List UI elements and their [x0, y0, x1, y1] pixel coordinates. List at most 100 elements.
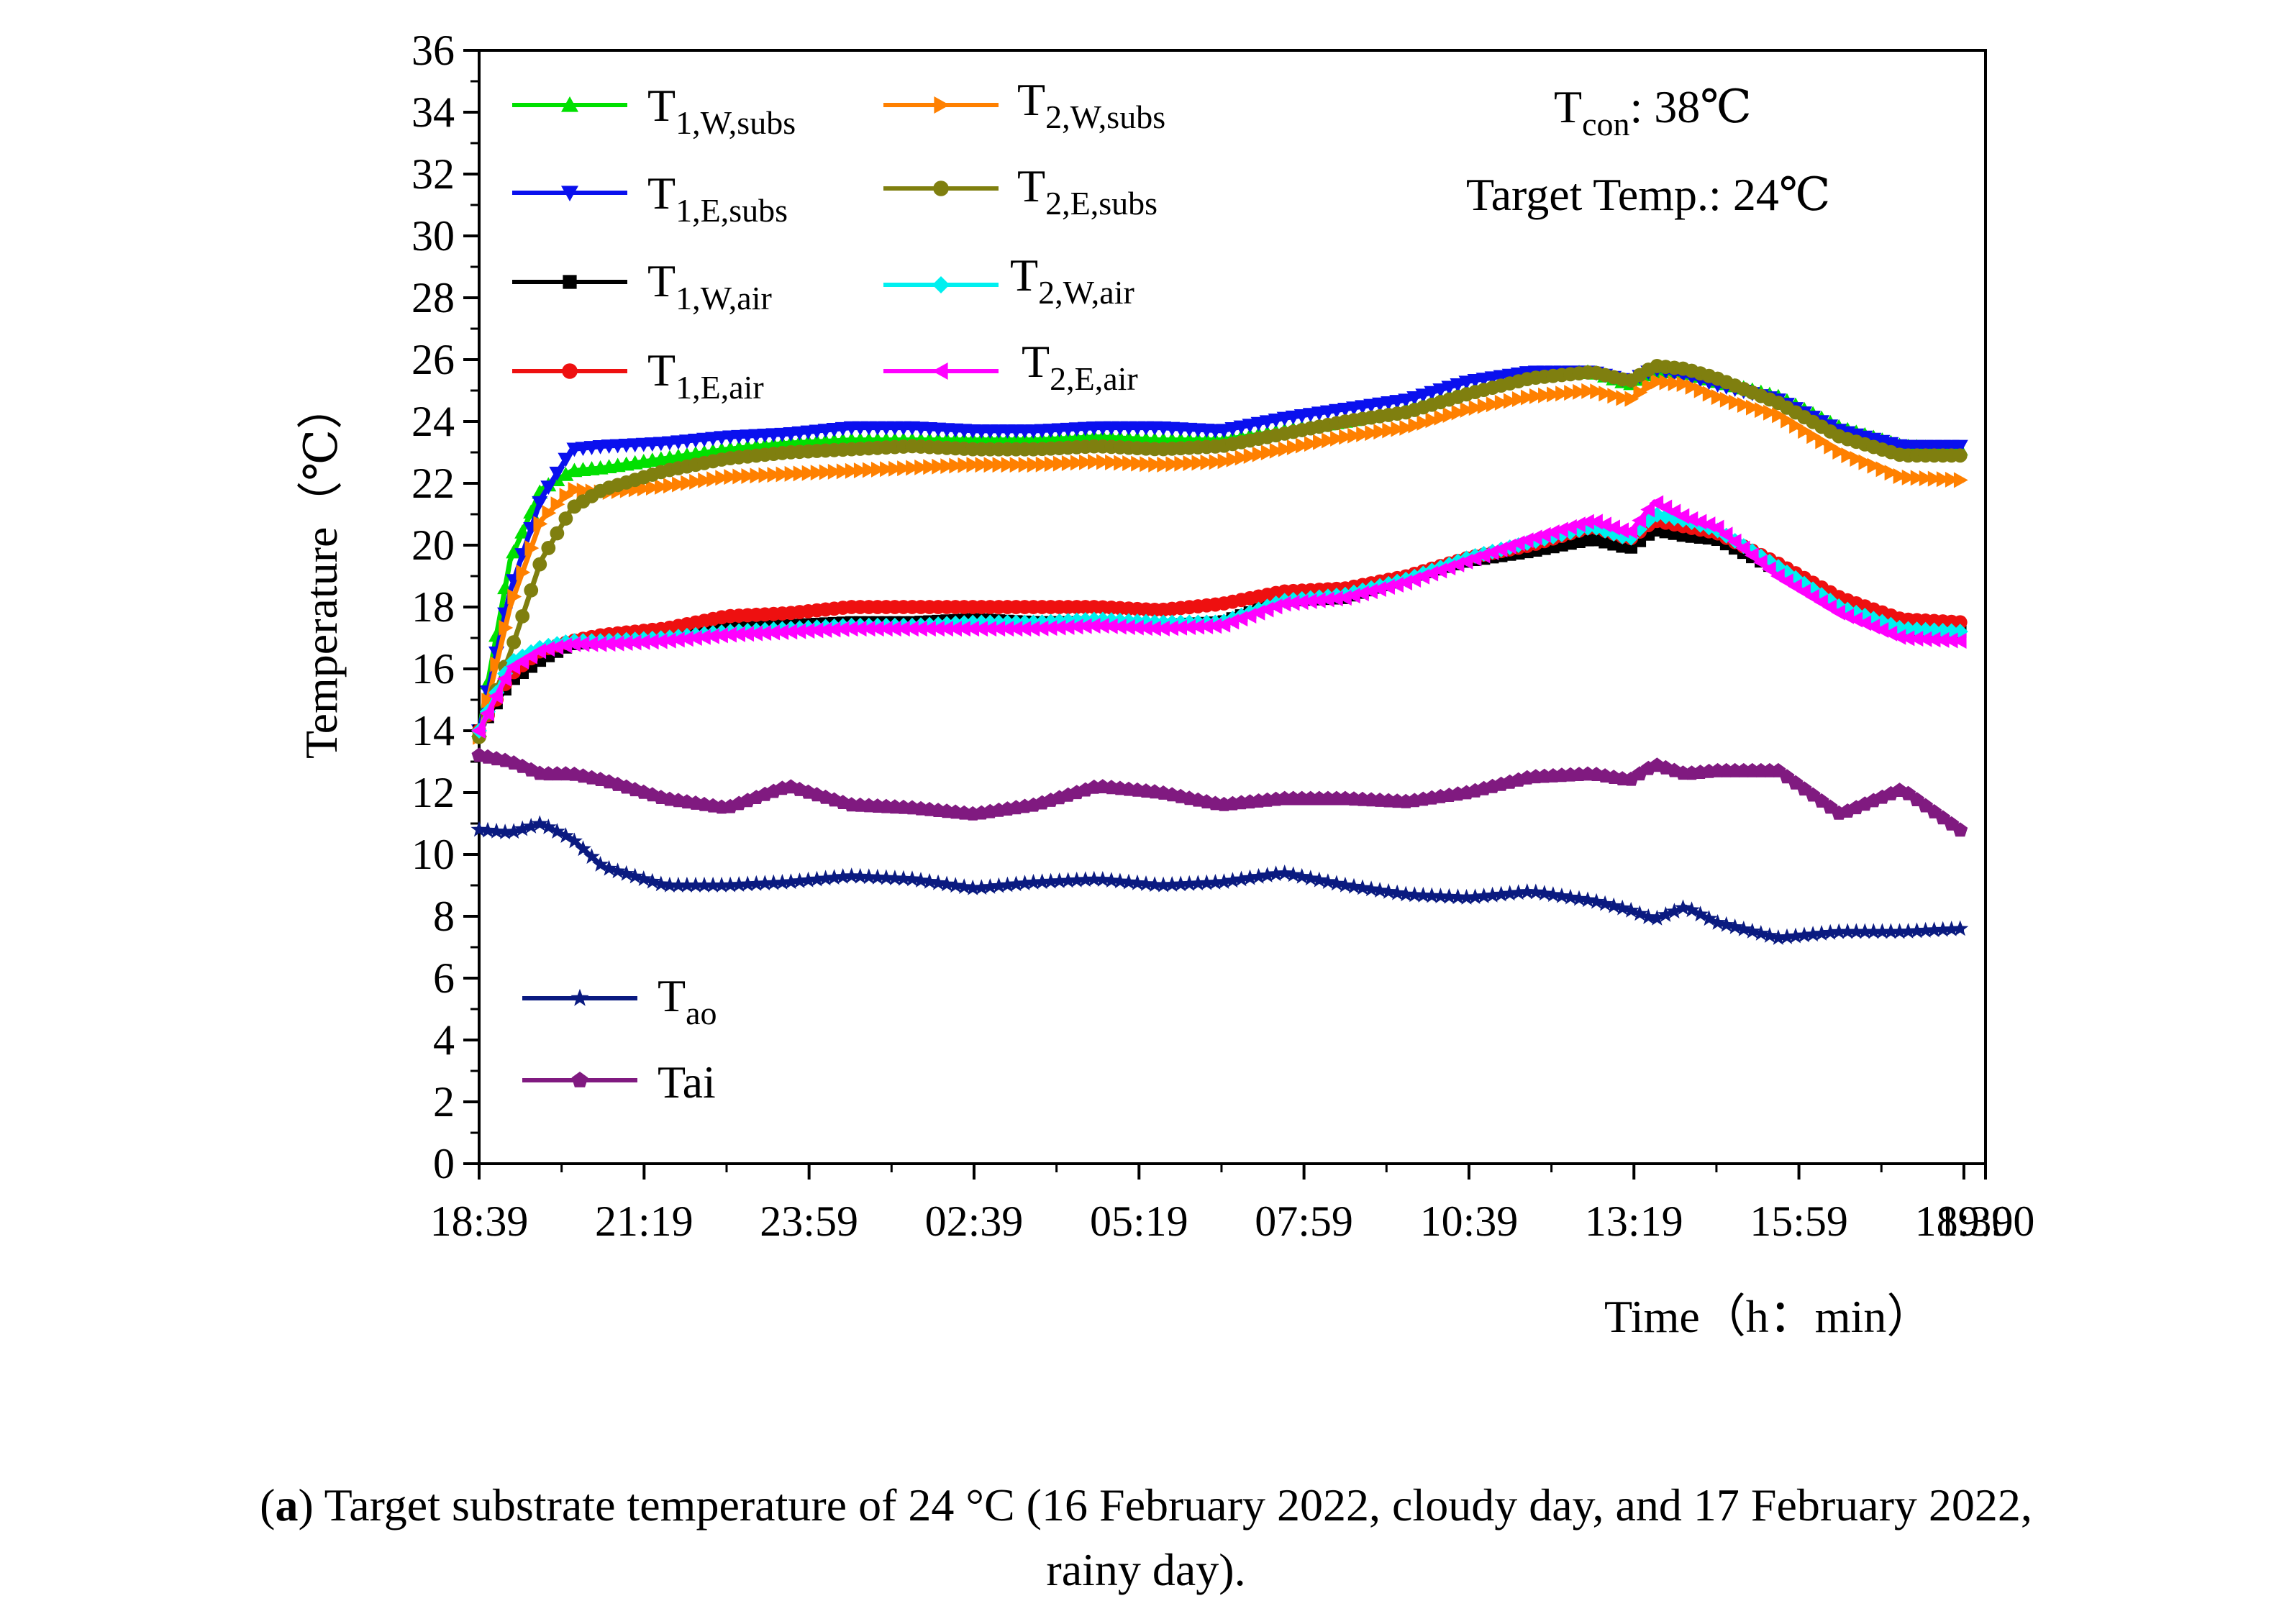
y-tick-label: 22 [411, 460, 455, 507]
series-marker [670, 631, 685, 648]
series-marker [670, 876, 687, 893]
series-marker [1146, 876, 1163, 893]
series-marker [1709, 913, 1727, 930]
series-marker [940, 458, 955, 475]
x-tick-label: 15:59 [1750, 1198, 1848, 1245]
series-marker [1553, 521, 1568, 538]
series-marker [540, 480, 557, 495]
series-marker [1778, 928, 1796, 944]
annotation-rest: : 38℃ [1630, 81, 1752, 132]
legend-group: T1,W,subsT1,E,subsT1,W,airT1,E,airT2,W,s… [512, 74, 1165, 1108]
series-marker [1693, 382, 1709, 398]
series-marker [1285, 595, 1300, 611]
series-marker [592, 856, 609, 872]
series-marker [661, 632, 676, 649]
series-marker [1285, 866, 1302, 882]
series-marker [1763, 404, 1778, 421]
series-marker [1114, 455, 1128, 471]
series-marker [724, 469, 739, 485]
series-marker [533, 516, 548, 532]
series-marker [1111, 619, 1127, 635]
series-marker [817, 870, 835, 886]
series-marker [1209, 454, 1224, 470]
series-marker [1068, 871, 1086, 888]
series-marker [652, 633, 668, 649]
series-marker [921, 872, 938, 889]
series-marker [886, 870, 904, 885]
series-marker [827, 463, 842, 480]
series-marker [548, 823, 565, 839]
series-marker [809, 870, 825, 887]
legend-label-main: T [658, 970, 686, 1021]
series-marker [1614, 522, 1629, 539]
series-marker [1008, 621, 1023, 637]
series-marker [1590, 383, 1605, 400]
series-marker [1278, 441, 1293, 457]
series-marker [1770, 929, 1787, 945]
y-tick-label: 12 [411, 769, 455, 816]
series-marker [1276, 596, 1291, 612]
legend-marker [561, 186, 578, 201]
series-marker [1189, 875, 1206, 891]
series-marker [592, 636, 607, 652]
series-marker [1616, 390, 1631, 406]
series-marker [1207, 618, 1222, 634]
series-marker [913, 621, 927, 637]
series-marker [1538, 387, 1552, 403]
series-marker [1206, 874, 1224, 890]
series-marker [1770, 568, 1785, 584]
legend-label-sub: 2,W,air [1038, 274, 1134, 311]
series-marker [1356, 426, 1371, 442]
series-marker [1440, 888, 1457, 904]
series-marker [1018, 457, 1033, 473]
series-marker [558, 452, 574, 467]
series-marker [1199, 618, 1214, 634]
series-7 [471, 495, 1967, 739]
series-marker [1510, 884, 1527, 900]
series-marker [826, 621, 841, 638]
series-marker [1850, 450, 1865, 467]
series-marker [880, 461, 894, 478]
series-marker [1252, 446, 1267, 462]
series-marker [1183, 455, 1198, 472]
series-marker [706, 471, 722, 488]
series-marker [480, 705, 494, 721]
series-marker [645, 480, 660, 496]
series-marker [506, 544, 522, 559]
series-marker [923, 459, 938, 475]
series-marker [1605, 897, 1622, 913]
series-marker [1555, 386, 1570, 402]
series-marker [1086, 870, 1103, 887]
series-marker [1640, 908, 1657, 924]
series-marker [914, 459, 929, 475]
series-marker [964, 879, 981, 895]
series-marker [1839, 923, 1856, 939]
series-marker [999, 876, 1016, 893]
series-marker [886, 621, 901, 637]
y-tick-label: 2 [433, 1078, 455, 1126]
annotation-sub: con [1582, 106, 1629, 142]
series-marker [929, 874, 947, 890]
series-marker [1416, 414, 1432, 431]
series-marker [1668, 375, 1683, 391]
series-marker [514, 820, 531, 836]
series-marker [1382, 422, 1397, 439]
series-marker [949, 457, 964, 474]
series-marker [1891, 629, 1906, 645]
series-marker [704, 876, 722, 893]
series-marker [1077, 618, 1092, 634]
series-marker [800, 623, 815, 639]
legend-marker [934, 96, 950, 114]
series-marker [1094, 618, 1109, 634]
series-marker [1865, 923, 1882, 939]
annotation-main: T [1554, 81, 1582, 132]
series-marker [1607, 388, 1622, 404]
y-tick-label: 18 [411, 583, 455, 631]
series-marker [1873, 923, 1891, 939]
series-marker [1910, 470, 1925, 486]
series-marker [1226, 451, 1241, 467]
series-marker [1449, 888, 1466, 905]
series-marker [765, 874, 782, 890]
series-marker [1882, 923, 1899, 939]
